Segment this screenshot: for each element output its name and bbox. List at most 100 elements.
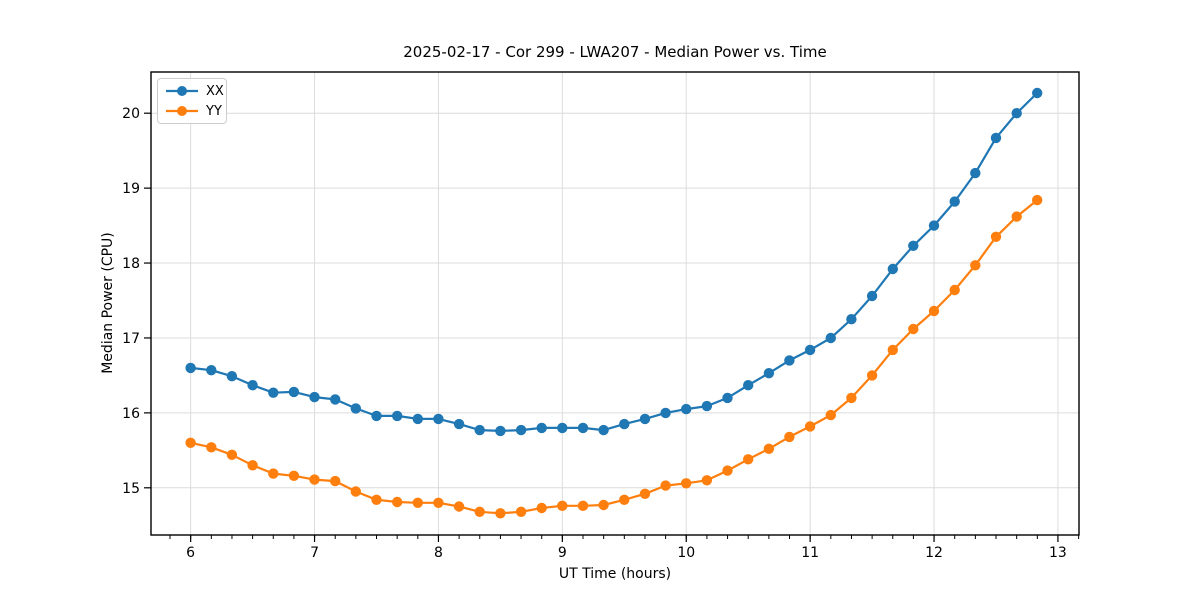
series-XX-point (928, 220, 940, 231)
series-XX-point (639, 413, 651, 425)
y-tick-label: 18 (122, 256, 140, 272)
series-XX-point (949, 196, 960, 207)
y-tick-label: 15 (122, 481, 140, 497)
series-YY-point (619, 494, 630, 505)
series-XX-point (474, 424, 485, 436)
series-XX-point (350, 403, 361, 414)
series-YY-point (722, 465, 733, 476)
series-YY-point (908, 323, 919, 335)
series-XX-point (515, 424, 527, 436)
legend-label-yy: YY (206, 103, 222, 119)
x-tick-label: 7 (310, 545, 319, 561)
y-tick-label: 19 (122, 181, 140, 197)
y-axis-label: Median Power (CPU) (100, 232, 116, 374)
series-XX-point (701, 400, 713, 412)
x-tick-label: 6 (186, 545, 195, 561)
series-YY-point (288, 470, 300, 481)
series-YY-point (495, 508, 506, 519)
series-XX-point (577, 422, 589, 434)
series-YY-point (598, 499, 609, 511)
series-XX-point (268, 387, 279, 398)
series-XX-point (412, 413, 423, 425)
series-YY-point (763, 443, 775, 454)
series-YY-point (660, 480, 671, 491)
series-YY-point (639, 488, 651, 499)
series-XX-point (392, 410, 403, 422)
series-YY-point (453, 501, 465, 512)
chart-title: 2025-02-17 - Cor 299 - LWA207 - Median P… (403, 43, 827, 61)
series-YY-point (371, 494, 382, 505)
series-XX-point (681, 403, 692, 415)
series-YY-point (1011, 211, 1022, 222)
series-XX-point (1032, 87, 1043, 99)
series-YY-point (350, 486, 361, 497)
y-tick-label: 17 (122, 331, 140, 347)
series-XX-point (990, 132, 1002, 144)
series-XX-point (722, 392, 733, 404)
legend-entry-yy: YY (158, 102, 226, 120)
series-YY-point (185, 437, 196, 448)
series-XX-point (908, 240, 919, 251)
x-tick-label: 8 (434, 545, 443, 561)
legend-line-marker-icon (166, 106, 198, 116)
series-XX-point (206, 365, 217, 376)
series-YY-point (681, 478, 692, 489)
series-YY-point (226, 449, 238, 460)
series-XX-point (866, 290, 878, 302)
series-YY-point (577, 500, 589, 511)
series-XX-point (784, 355, 795, 366)
series-YY-point (247, 460, 258, 471)
x-tick-label: 11 (801, 545, 819, 561)
series-XX-point (825, 332, 836, 344)
x-tick-label: 10 (677, 545, 695, 561)
series-XX-point (743, 380, 754, 391)
series-YY-point (743, 454, 754, 465)
legend-label-xx: XX (206, 83, 224, 99)
series-XX-point (309, 391, 320, 403)
series-YY-point (928, 305, 940, 317)
series-XX-point (1011, 108, 1022, 119)
series-YY-point (515, 506, 527, 517)
series-YY-point (392, 496, 403, 508)
series-YY-point (1032, 194, 1043, 206)
series-YY-point (846, 392, 857, 404)
x-axis-label: UT Time (hours) (558, 566, 672, 582)
series-YY-point (536, 502, 547, 514)
series-XX-point (846, 314, 857, 325)
series-XX-point (433, 413, 444, 425)
series-YY-point (990, 231, 1002, 242)
series-XX-point (536, 422, 547, 434)
series-XX-point (557, 422, 568, 434)
series-XX-point (804, 344, 816, 356)
series-XX-point (619, 418, 630, 430)
series-YY-point (268, 468, 279, 479)
series-XX-point (887, 263, 898, 275)
series-XX-point (247, 380, 258, 391)
series-XX-point (598, 424, 609, 436)
series-YY-point (206, 442, 217, 453)
series-XX-point (495, 425, 506, 437)
series-XX-point (185, 362, 196, 374)
series-YY-point (474, 506, 485, 517)
series-YY-point (784, 431, 795, 443)
series-YY-point (825, 409, 836, 421)
legend-line-marker-icon (166, 86, 198, 96)
series-XX-point (371, 410, 382, 422)
y-tick-label: 16 (122, 406, 140, 422)
series-XX-point (226, 371, 238, 382)
series-XX-point (453, 418, 465, 430)
x-tick-label: 9 (558, 545, 567, 561)
series-YY-point (949, 284, 960, 296)
series-YY-point (970, 260, 981, 271)
series-YY-point (557, 500, 568, 511)
series-YY-point (804, 421, 816, 432)
series-XX-point (330, 394, 341, 405)
series-XX-line (189, 91, 1039, 432)
x-tick-label: 13 (1049, 545, 1067, 561)
series-YY-point (887, 344, 898, 356)
series-XX-point (660, 407, 671, 419)
series-YY-point (866, 370, 878, 381)
series-YY-point (412, 497, 423, 508)
